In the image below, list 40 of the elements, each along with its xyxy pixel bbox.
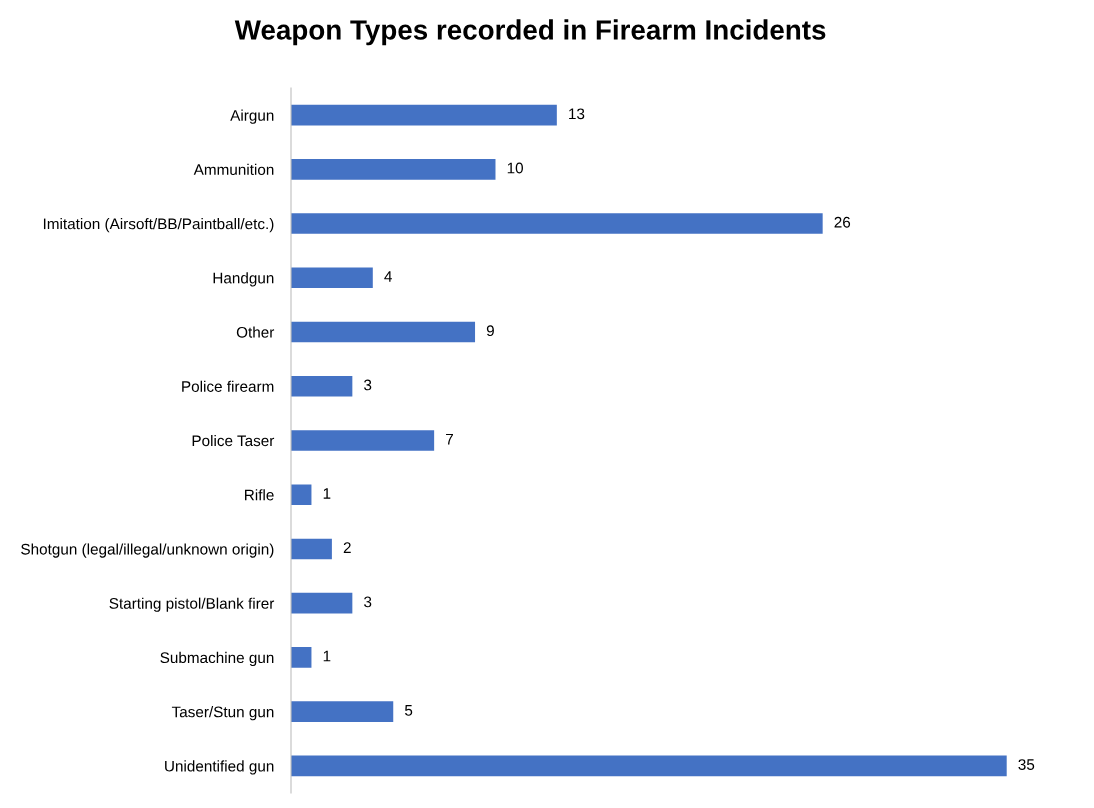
bar	[291, 104, 557, 126]
data-label: 10	[507, 162, 523, 174]
data-label: 1	[323, 650, 331, 662]
bar	[291, 592, 353, 614]
data-label: 1	[323, 488, 331, 499]
y-tick-label: Starting pistol/Blank firer	[109, 597, 275, 612]
y-tick-label: Airgun	[230, 109, 274, 124]
y-tick-label: Police Taser	[192, 434, 275, 447]
bar	[291, 430, 435, 451]
chart-title: Weapon Types recorded in Firearm Incidents	[234, 19, 826, 46]
y-tick-label: Ammunition	[193, 163, 274, 176]
data-label: 9	[486, 325, 494, 337]
y-tick-label: Shotgun (legal/illegal/unknown origin)	[21, 543, 274, 558]
data-label: 2	[343, 542, 351, 553]
bar	[291, 159, 496, 180]
data-label: 3	[364, 596, 372, 608]
y-tick-label: Imitation (Airsoft/BB/Paintball/etc.)	[43, 218, 274, 233]
y-tick-label: Rifle	[245, 489, 274, 501]
bar	[291, 375, 353, 397]
data-label: 7	[446, 433, 453, 445]
y-tick-label: Police firearm	[182, 380, 274, 392]
data-label: 35	[1018, 759, 1035, 770]
bar	[291, 755, 1007, 777]
data-label: 4	[384, 271, 392, 282]
bar	[291, 484, 312, 506]
data-label: 13	[569, 108, 585, 120]
y-tick-label: Submachine gun	[160, 651, 274, 667]
data-label: 26	[834, 216, 851, 228]
bar	[291, 701, 394, 722]
data-label: 5	[404, 705, 413, 716]
bar	[291, 267, 373, 289]
bar	[291, 538, 332, 560]
y-tick-label: Unidentified gun	[165, 760, 274, 775]
bar	[291, 647, 312, 668]
bar	[291, 321, 476, 343]
data-label: 3	[364, 379, 372, 391]
bar	[291, 213, 823, 234]
y-tick-label: Handgun	[213, 272, 274, 287]
y-tick-label: Other	[236, 326, 275, 338]
y-tick-label: Taser/Stun gun	[171, 706, 274, 721]
